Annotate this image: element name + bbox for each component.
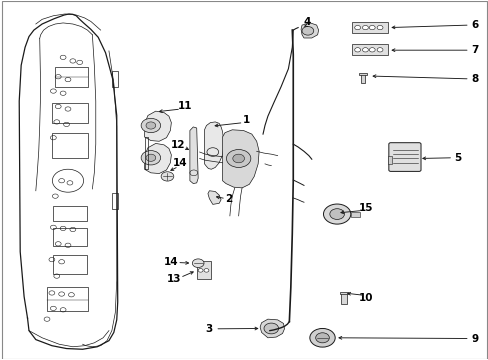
Text: 2: 2: [225, 194, 232, 204]
Circle shape: [232, 154, 244, 163]
Bar: [52, 103, 88, 123]
Polygon shape: [260, 319, 284, 338]
Text: 10: 10: [358, 293, 373, 303]
Polygon shape: [207, 191, 221, 204]
Circle shape: [362, 26, 367, 30]
Bar: [53, 255, 86, 274]
Bar: [358, 73, 366, 75]
Text: 6: 6: [470, 20, 477, 30]
Polygon shape: [204, 122, 224, 169]
Bar: [196, 261, 211, 279]
Bar: [387, 156, 391, 164]
Circle shape: [141, 150, 160, 165]
Bar: [350, 212, 359, 217]
Bar: [351, 44, 387, 55]
Text: 9: 9: [470, 333, 477, 343]
Bar: [112, 71, 118, 87]
Circle shape: [362, 48, 367, 52]
Circle shape: [368, 26, 374, 30]
Text: 13: 13: [166, 274, 181, 284]
Text: 5: 5: [453, 153, 461, 163]
Text: 15: 15: [358, 203, 373, 213]
Circle shape: [368, 48, 374, 52]
Circle shape: [376, 48, 382, 52]
Polygon shape: [301, 23, 318, 38]
Text: 14: 14: [163, 257, 178, 267]
Circle shape: [354, 48, 360, 52]
Bar: [53, 228, 86, 246]
Text: 1: 1: [242, 115, 249, 125]
Circle shape: [315, 333, 329, 343]
Circle shape: [203, 269, 208, 272]
Circle shape: [226, 149, 250, 167]
Polygon shape: [144, 111, 171, 141]
Text: 4: 4: [303, 17, 310, 27]
Circle shape: [323, 204, 350, 224]
Circle shape: [309, 328, 334, 347]
Text: 12: 12: [170, 140, 184, 150]
Text: 11: 11: [178, 102, 192, 112]
FancyBboxPatch shape: [388, 143, 420, 171]
Text: 8: 8: [470, 74, 477, 84]
Bar: [351, 22, 387, 33]
Circle shape: [141, 118, 160, 133]
Text: 3: 3: [205, 324, 213, 334]
Bar: [53, 206, 86, 221]
Text: 7: 7: [470, 45, 477, 55]
Bar: [360, 74, 365, 83]
Polygon shape: [189, 127, 198, 184]
Polygon shape: [222, 130, 259, 188]
Bar: [47, 287, 88, 311]
Polygon shape: [144, 143, 171, 174]
Circle shape: [198, 269, 203, 272]
Text: 14: 14: [172, 158, 187, 168]
Bar: [52, 134, 88, 158]
Circle shape: [376, 26, 382, 30]
Circle shape: [329, 209, 344, 220]
Circle shape: [264, 323, 278, 334]
Circle shape: [146, 122, 156, 129]
Circle shape: [146, 154, 156, 161]
Circle shape: [192, 259, 203, 267]
Bar: [112, 193, 118, 209]
Circle shape: [161, 172, 173, 181]
Bar: [55, 67, 88, 87]
Circle shape: [354, 26, 360, 30]
Bar: [340, 293, 346, 304]
Bar: [339, 292, 347, 294]
Circle shape: [302, 27, 313, 35]
